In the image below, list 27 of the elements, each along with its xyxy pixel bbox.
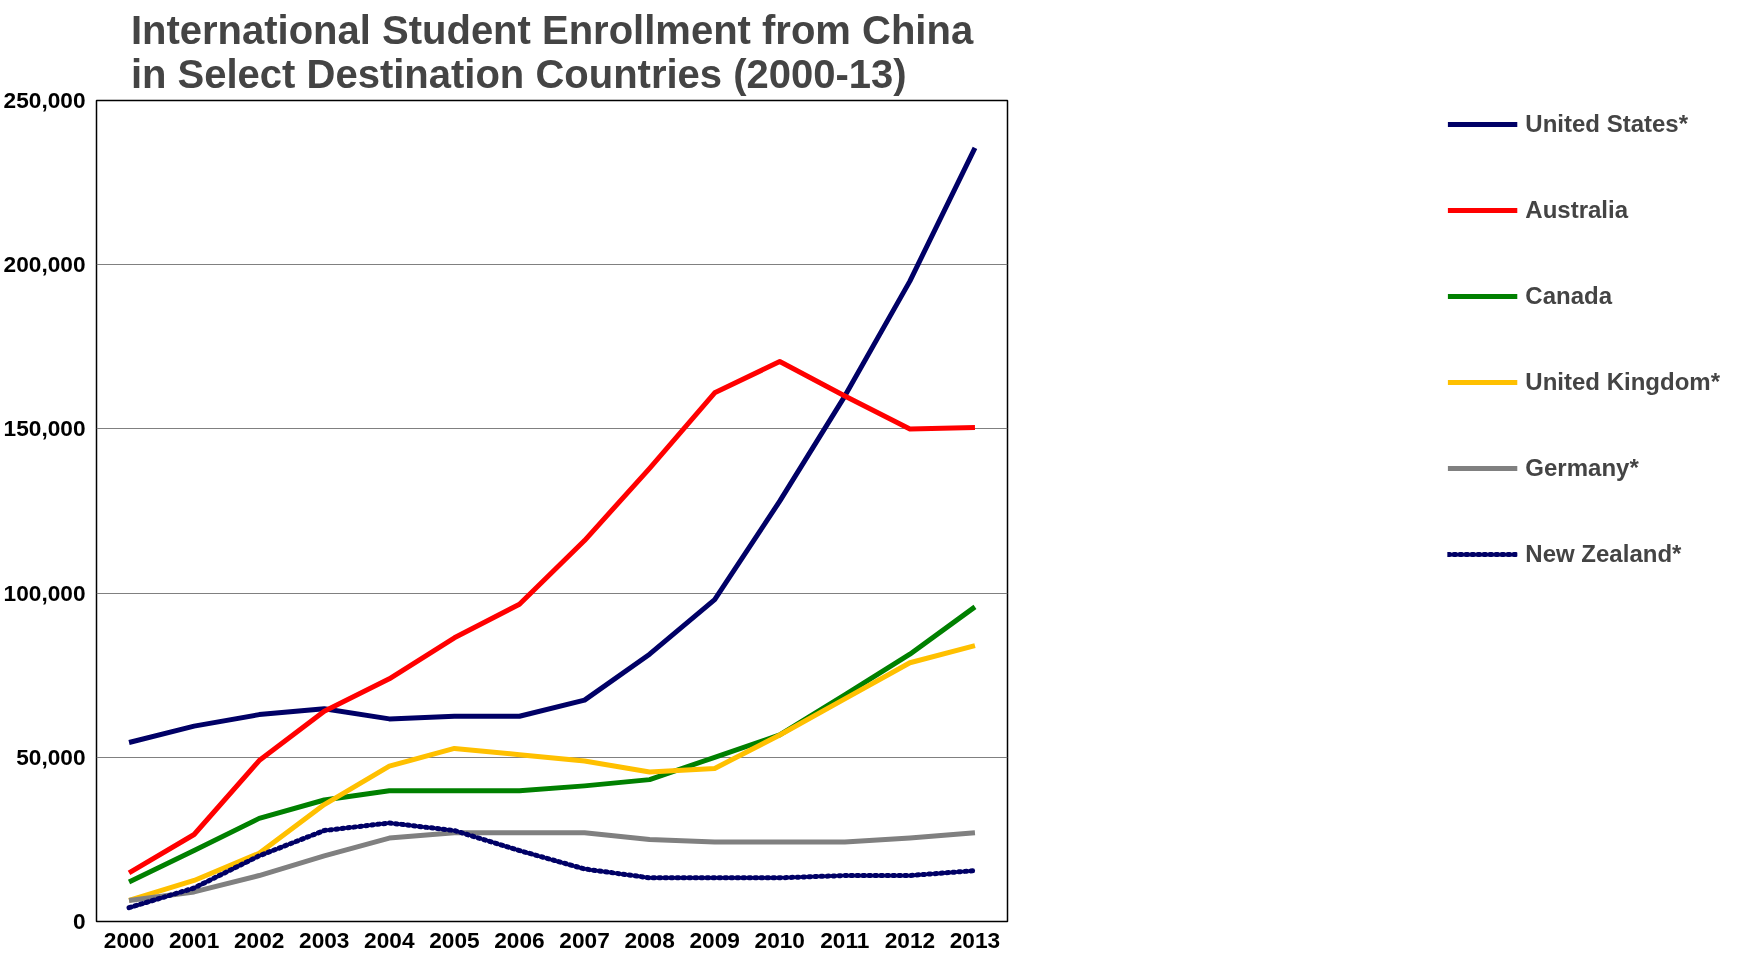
x-tick-label: 2005 <box>429 926 480 953</box>
legend-label: United States* <box>1525 110 1689 138</box>
legend-label: Germany* <box>1525 454 1639 482</box>
y-tick-label: 200,000 <box>3 251 86 278</box>
x-tick-label: 2012 <box>884 926 936 953</box>
y-tick-label: 100,000 <box>3 579 86 606</box>
x-tick-label: 2011 <box>820 926 870 953</box>
y-tick-label: 0 <box>72 908 86 934</box>
legend-label: New Zealand* <box>1525 540 1682 568</box>
legend-label: Australia <box>1525 196 1629 224</box>
legend-label: Canada <box>1525 282 1613 310</box>
x-tick-label: 2013 <box>949 926 1001 953</box>
x-tick-label: 2007 <box>559 926 610 953</box>
x-tick-label: 2006 <box>494 926 545 953</box>
x-tick-label: 2000 <box>103 926 155 953</box>
x-tick-label: 2001 <box>168 926 220 953</box>
y-tick-label: 50,000 <box>16 743 86 770</box>
legend-label: United Kingdom* <box>1525 368 1720 396</box>
chart-title: International Student Enrollment from China in Select Destination Countries (2000-13) <box>130 7 974 96</box>
y-tick-label: 150,000 <box>3 415 86 442</box>
x-tick-label: 2010 <box>754 926 805 953</box>
x-tick-label: 2009 <box>689 926 740 953</box>
y-tick-label: 250,000 <box>3 87 86 113</box>
x-tick-label: 2002 <box>233 926 285 953</box>
x-tick-label: 2004 <box>364 926 415 953</box>
x-tick-label: 2008 <box>624 926 675 953</box>
x-tick-label: 2003 <box>299 926 350 953</box>
